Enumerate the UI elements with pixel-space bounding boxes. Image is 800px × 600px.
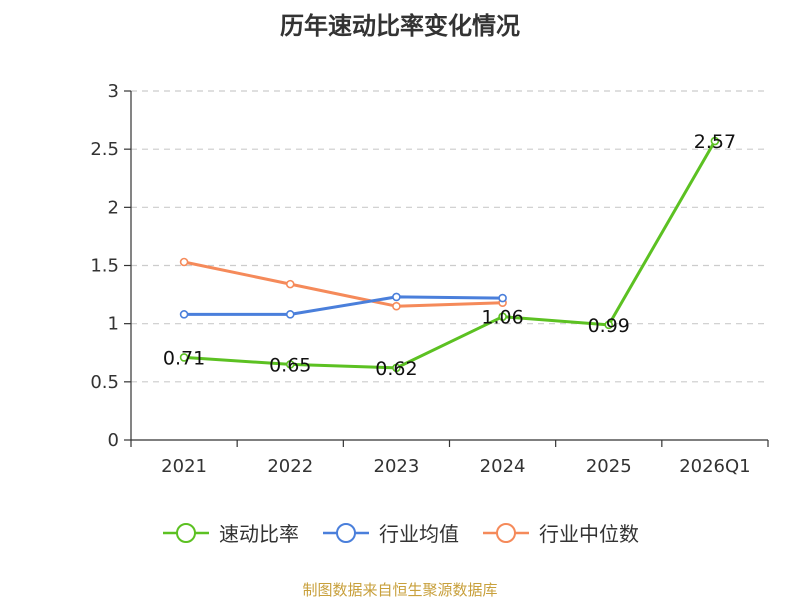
x-tick-label: 2023 xyxy=(374,456,420,477)
data-point xyxy=(498,293,507,303)
data-point xyxy=(392,363,401,373)
y-tick-label: 0 xyxy=(108,430,119,451)
legend-marker-icon xyxy=(483,522,529,543)
data-point xyxy=(392,301,401,311)
data-point xyxy=(498,312,507,321)
legend-item[interactable]: 行业中位数 xyxy=(481,518,639,547)
legend-item[interactable]: 速动比率 xyxy=(161,518,299,547)
data-point xyxy=(179,353,189,362)
x-tick-label: 2024 xyxy=(480,456,526,477)
data-label: 0.99 xyxy=(588,315,630,337)
series-line xyxy=(184,295,503,316)
data-point xyxy=(179,257,189,267)
data-label: 0.71 xyxy=(163,347,205,369)
y-tick-label: 2.5 xyxy=(90,139,119,160)
data-label: 1.06 xyxy=(481,307,523,329)
x-tick-label: 2025 xyxy=(586,456,632,477)
x-tick-label: 2021 xyxy=(161,456,207,477)
data-point xyxy=(710,136,720,146)
legend-marker-circle xyxy=(176,522,196,543)
series-line xyxy=(183,140,717,370)
data-point xyxy=(604,320,614,330)
data-point xyxy=(285,310,295,319)
legend-item[interactable]: 行业均值 xyxy=(321,518,459,547)
series-layer xyxy=(179,136,720,373)
legend: 速动比率 行业均值 行业中位数 xyxy=(0,518,800,547)
y-tick-label: 3 xyxy=(108,81,119,102)
x-tick-label: 2022 xyxy=(267,456,313,477)
legend-marker-icon xyxy=(323,522,369,543)
data-label: 0.62 xyxy=(375,358,417,380)
legend-label: 行业均值 xyxy=(379,522,459,546)
legend-marker-circle xyxy=(336,522,356,543)
data-label: 2.57 xyxy=(694,131,736,153)
axes: 0 0.5 1 1.5 2 2.5 3 2021 2022 2023 2024 2025 2026Q1 xyxy=(90,81,769,477)
y-tick-label: 0.5 xyxy=(90,372,119,393)
chart-title: 历年速动比率变化情况 xyxy=(280,12,520,40)
data-point xyxy=(179,310,189,319)
data-labels: 0.71 0.65 0.62 1.06 0.99 2.57 xyxy=(163,131,736,380)
y-tick-label: 1.5 xyxy=(90,256,119,277)
legend-label: 行业中位数 xyxy=(539,522,639,546)
data-point xyxy=(392,292,401,302)
series-line xyxy=(183,260,503,308)
source-note: 制图数据来自恒生聚源数据库 xyxy=(302,581,498,599)
x-tick-label: 2026Q1 xyxy=(679,456,750,477)
legend-marker-circle xyxy=(496,522,516,543)
data-point xyxy=(285,279,295,289)
grid-lines xyxy=(131,90,768,383)
data-label: 0.65 xyxy=(269,354,311,376)
legend-marker-icon xyxy=(163,522,209,543)
y-tick-label: 2 xyxy=(108,197,119,218)
data-point xyxy=(285,360,295,369)
y-tick-label: 1 xyxy=(108,314,119,335)
legend-label: 速动比率 xyxy=(219,522,299,546)
